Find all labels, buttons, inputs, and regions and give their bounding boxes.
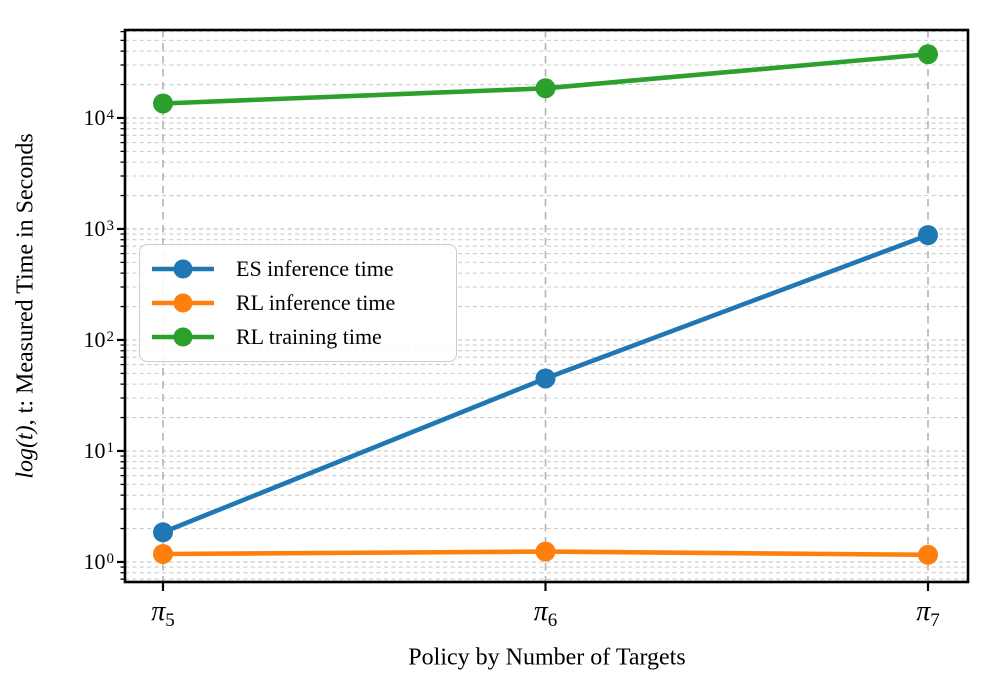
x-tick-label: π6 <box>533 596 558 631</box>
y-axis-label-math: log(t) <box>12 425 39 479</box>
series-marker-0 <box>918 225 938 246</box>
series-marker-0 <box>535 368 556 389</box>
legend-entry-1: RL inference time <box>152 291 444 315</box>
series-marker-1 <box>153 543 173 564</box>
legend: ES inference time RL inference time RL tra… <box>139 244 457 362</box>
series-marker-2 <box>918 44 938 65</box>
legend-marker-icon <box>152 327 214 347</box>
y-tick-label: 103 <box>83 215 115 241</box>
legend-label: RL training time <box>236 324 382 349</box>
series-marker-2 <box>535 78 556 99</box>
x-tick-label: π7 <box>916 596 940 631</box>
legend-marker-icon <box>152 259 214 279</box>
y-axis-label: log(t), t: Measured Time in Seconds <box>13 133 40 478</box>
series-marker-1 <box>535 541 556 562</box>
y-axis-label-text: , t: Measured Time in Seconds <box>12 133 39 426</box>
series-marker-0 <box>153 522 173 543</box>
axes-frame <box>123 28 970 584</box>
legend-marker-icon <box>152 293 214 313</box>
series-marker-2 <box>153 93 173 114</box>
legend-label: RL inference time <box>236 290 396 315</box>
legend-entry-2: RL training time <box>152 325 444 349</box>
series-marker-1 <box>918 544 938 565</box>
y-tick-label: 100 <box>83 548 115 574</box>
x-tick-label: π5 <box>151 596 175 631</box>
legend-label: ES inference time <box>236 256 394 281</box>
y-tick-label: 102 <box>83 326 115 352</box>
legend-entry-0: ES inference time <box>152 257 444 281</box>
y-tick-label: 104 <box>83 104 115 130</box>
y-tick-label: 101 <box>83 437 115 463</box>
x-axis-label: Policy by Number of Targets <box>408 644 686 671</box>
